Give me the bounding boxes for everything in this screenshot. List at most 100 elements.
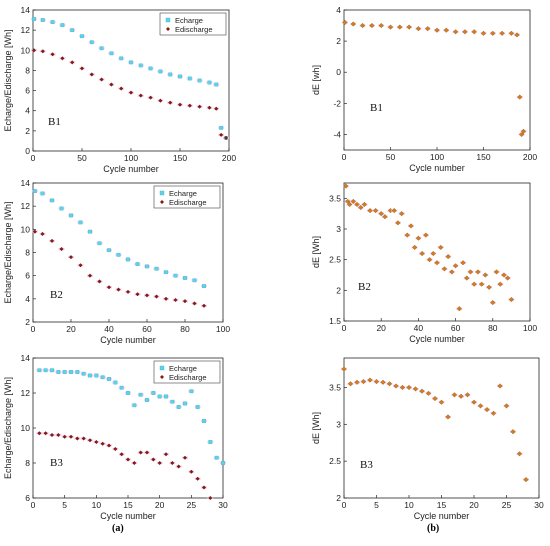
x-tick-label: 15 <box>437 500 447 510</box>
data-point <box>182 299 188 304</box>
data-point <box>183 276 187 280</box>
data-point <box>119 86 124 91</box>
data-point <box>503 403 510 409</box>
x-tick-label: 200 <box>523 152 537 162</box>
x-tick-label: 50 <box>77 153 87 163</box>
data-point <box>173 297 178 303</box>
x-tick-label: 150 <box>173 153 187 163</box>
x-tick-label: 5 <box>374 500 379 510</box>
x-tick-label: 0 <box>342 500 347 510</box>
data-point <box>107 248 111 253</box>
y-tick-label: 3.5 <box>329 193 341 203</box>
data-point <box>453 263 459 269</box>
data-point <box>89 72 94 77</box>
data-point <box>126 257 130 262</box>
data-point <box>464 275 470 281</box>
legend-marker <box>160 200 164 204</box>
legend-box <box>153 185 221 209</box>
data-point <box>148 95 153 100</box>
data-point <box>456 306 462 312</box>
data-point <box>100 441 105 446</box>
data-point <box>40 18 45 22</box>
data-point <box>192 301 197 306</box>
data-point <box>434 27 440 33</box>
x-axis-label: Cycle number <box>409 163 465 173</box>
data-point <box>380 379 386 385</box>
legend-label: Edischarge <box>169 198 207 207</box>
data-point <box>62 370 67 374</box>
data-point <box>517 94 523 100</box>
legend-marker <box>159 365 165 371</box>
x-tick-label: 100 <box>124 153 138 163</box>
data-point <box>32 17 36 21</box>
data-point <box>37 431 42 436</box>
y-tick-label: 6 <box>25 493 30 503</box>
legend-label: Echarge <box>169 189 197 198</box>
chart-b_B2: 0 20 40 60 80 100 1.5 2 2.5 3 3.5 Cycle number dE [W… <box>311 182 537 344</box>
x-tick-label: 25 <box>502 500 512 510</box>
data-point <box>367 208 373 214</box>
data-point <box>480 30 487 36</box>
data-point <box>56 432 61 438</box>
data-point <box>80 34 84 39</box>
data-point <box>154 294 159 299</box>
data-point <box>202 284 206 288</box>
y-tick-label: 2 <box>336 36 341 46</box>
y-tick-label: 8 <box>25 248 30 258</box>
data-point <box>360 22 366 29</box>
data-point <box>176 405 181 409</box>
data-point <box>475 269 481 275</box>
data-point <box>445 414 451 420</box>
data-point <box>178 74 182 79</box>
data-point <box>520 128 527 134</box>
data-point <box>138 450 143 455</box>
plot-frame <box>343 357 540 499</box>
data-point <box>219 132 224 137</box>
data-point <box>99 77 104 82</box>
data-point <box>89 40 94 45</box>
y-tick-label: 3 <box>336 224 341 234</box>
y-tick-label: 14 <box>21 353 31 363</box>
data-point <box>408 223 414 229</box>
x-axis-label: Cycle number <box>100 335 156 345</box>
data-point <box>151 457 156 462</box>
data-point <box>425 390 432 396</box>
x-tick-label: 150 <box>476 152 490 162</box>
x-tick-label: 30 <box>534 500 544 510</box>
data-point <box>354 379 360 385</box>
chart-b_B3: 0 5 10 15 20 25 30 2 2.5 3 3.5 Cycle number dE [Wh] B… <box>311 357 544 521</box>
data-point <box>116 287 121 292</box>
y-tick-label: 6 <box>25 271 30 281</box>
data-point <box>458 393 464 399</box>
data-point <box>438 399 445 405</box>
x-tick-label: 100 <box>430 152 444 162</box>
data-point <box>151 391 156 395</box>
data-point <box>519 131 525 138</box>
y-axis-label: dE [Wh] <box>311 412 321 444</box>
x-tick-label: 10 <box>92 500 102 510</box>
data-point <box>426 257 433 263</box>
data-point <box>386 381 393 387</box>
legend-marker <box>165 17 171 23</box>
data-point <box>441 266 448 272</box>
y-tick-label: 12 <box>21 201 31 211</box>
data-point <box>173 273 178 278</box>
y-tick-label: 0 <box>336 67 341 77</box>
data-point <box>219 125 224 130</box>
data-point <box>49 238 55 243</box>
legend-label: Echarge <box>175 16 203 25</box>
data-point <box>75 370 80 374</box>
data-point <box>148 66 153 71</box>
data-point <box>214 106 219 111</box>
data-point <box>342 19 348 26</box>
legend-marker <box>166 27 170 31</box>
data-point <box>78 220 83 225</box>
data-point <box>138 392 143 397</box>
legend-label: Edischarge <box>175 25 213 34</box>
data-point <box>170 460 175 466</box>
data-point <box>449 269 455 275</box>
data-point <box>486 284 492 290</box>
data-point <box>158 98 163 103</box>
data-point <box>501 272 507 278</box>
data-point <box>393 383 399 389</box>
